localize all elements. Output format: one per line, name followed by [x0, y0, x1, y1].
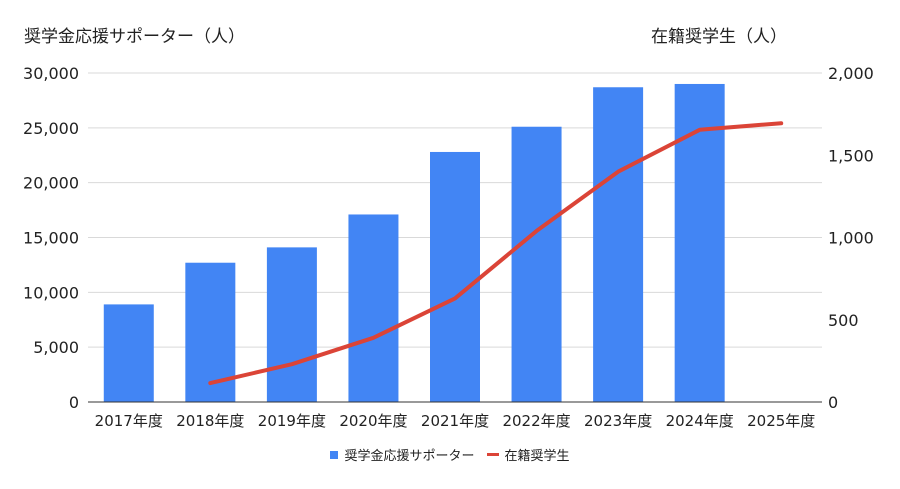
legend-bar-swatch [330, 450, 339, 459]
x-tick-label: 2023年度 [584, 412, 652, 430]
x-tick-label: 2020年度 [339, 412, 407, 430]
x-tick-label: 2022年度 [502, 412, 570, 430]
left-axis-title: 奨学金応援サポーター（人） [24, 27, 245, 47]
legend: 奨学金応援サポーター 在籍奨学生 [0, 445, 900, 464]
left-tick-label: 10,000 [23, 283, 79, 302]
x-tick-label: 2021年度 [421, 412, 489, 430]
x-tick-label: 2025年度 [747, 412, 815, 430]
bar [103, 304, 154, 402]
left-tick-label: 20,000 [23, 174, 79, 193]
bar [511, 126, 562, 402]
right-axis-title: 在籍奨学生（人） [651, 27, 787, 47]
bar-series [103, 83, 725, 403]
left-tick-label: 25,000 [23, 119, 79, 138]
legend-item-students: 在籍奨学生 [486, 445, 570, 464]
left-tick-label: 30,000 [23, 64, 79, 83]
right-tick-label: 2,000 [828, 64, 874, 83]
x-tick-label: 2017年度 [95, 412, 163, 430]
right-tick-label: 1,000 [828, 229, 874, 248]
right-tick-label: 1,500 [828, 146, 874, 165]
bar [266, 247, 317, 402]
x-tick-label: 2024年度 [666, 412, 734, 430]
bar [430, 151, 480, 402]
legend-line-swatch [486, 453, 499, 456]
line-path [208, 121, 784, 386]
left-tick-label: 15,000 [23, 229, 79, 248]
x-tick-label: 2018年度 [176, 412, 244, 430]
left-tick-label: 0 [69, 393, 79, 412]
legend-label-students: 在籍奨学生 [504, 449, 570, 464]
left-tick-label: 5,000 [33, 338, 79, 357]
x-tick-label: 2019年度 [258, 412, 326, 430]
line-series [208, 121, 784, 386]
right-tick-label: 500 [828, 311, 859, 330]
right-tick-label: 0 [828, 393, 838, 412]
axes: 0 5,000 10,000 15,000 20,000 25,000 30,000 0 500… [23, 64, 874, 430]
bar [348, 214, 399, 402]
legend-label-supporters: 奨学金応援サポーター [344, 449, 475, 464]
bar [593, 87, 644, 403]
legend-item-supporters: 奨学金応援サポーター [330, 445, 475, 464]
